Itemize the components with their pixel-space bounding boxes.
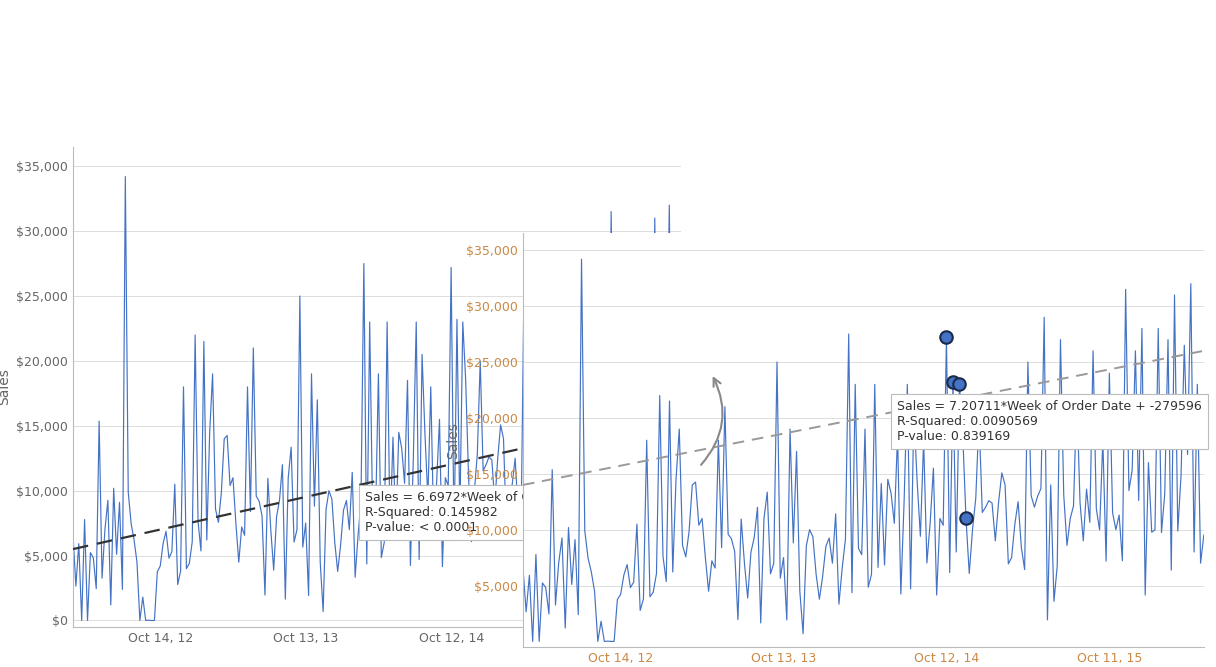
Y-axis label: Sales: Sales [0, 368, 11, 406]
Y-axis label: Sales: Sales [446, 422, 461, 459]
Text: Sales = 6.6972*Week of Order Date + -267860
R-Squared: 0.145982
P-value: < 0.000: Sales = 6.6972*Week of Order Date + -267… [365, 491, 662, 534]
FancyArrowPatch shape [702, 378, 722, 465]
Text: Sales = 7.20711*Week of Order Date + -279596
R-Squared: 0.0090569
P-value: 0.839: Sales = 7.20711*Week of Order Date + -27… [897, 400, 1203, 443]
